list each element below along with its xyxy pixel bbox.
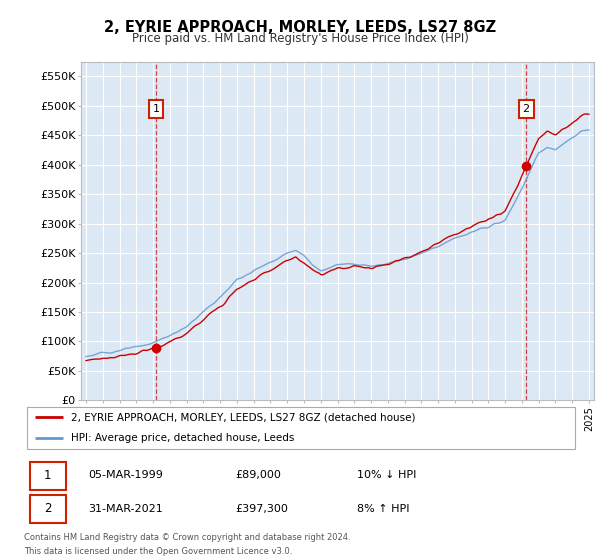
Text: Price paid vs. HM Land Registry's House Price Index (HPI): Price paid vs. HM Land Registry's House …	[131, 32, 469, 45]
FancyBboxPatch shape	[29, 462, 65, 490]
Text: 2, EYRIE APPROACH, MORLEY, LEEDS, LS27 8GZ: 2, EYRIE APPROACH, MORLEY, LEEDS, LS27 8…	[104, 20, 496, 35]
Text: 05-MAR-1999: 05-MAR-1999	[88, 470, 163, 480]
Text: This data is licensed under the Open Government Licence v3.0.: This data is licensed under the Open Gov…	[24, 547, 292, 556]
FancyBboxPatch shape	[29, 495, 65, 523]
Text: HPI: Average price, detached house, Leeds: HPI: Average price, detached house, Leed…	[71, 433, 295, 444]
Text: 31-MAR-2021: 31-MAR-2021	[88, 503, 163, 514]
Text: 1: 1	[152, 104, 160, 114]
Text: 10% ↓ HPI: 10% ↓ HPI	[357, 470, 416, 480]
Text: Contains HM Land Registry data © Crown copyright and database right 2024.: Contains HM Land Registry data © Crown c…	[24, 533, 350, 542]
Text: 8% ↑ HPI: 8% ↑ HPI	[357, 503, 409, 514]
Text: 2: 2	[44, 502, 52, 515]
Text: 1: 1	[44, 469, 52, 482]
FancyBboxPatch shape	[27, 407, 575, 449]
Text: £397,300: £397,300	[235, 503, 288, 514]
Text: 2: 2	[523, 104, 530, 114]
Text: 2, EYRIE APPROACH, MORLEY, LEEDS, LS27 8GZ (detached house): 2, EYRIE APPROACH, MORLEY, LEEDS, LS27 8…	[71, 412, 416, 422]
Text: £89,000: £89,000	[235, 470, 281, 480]
